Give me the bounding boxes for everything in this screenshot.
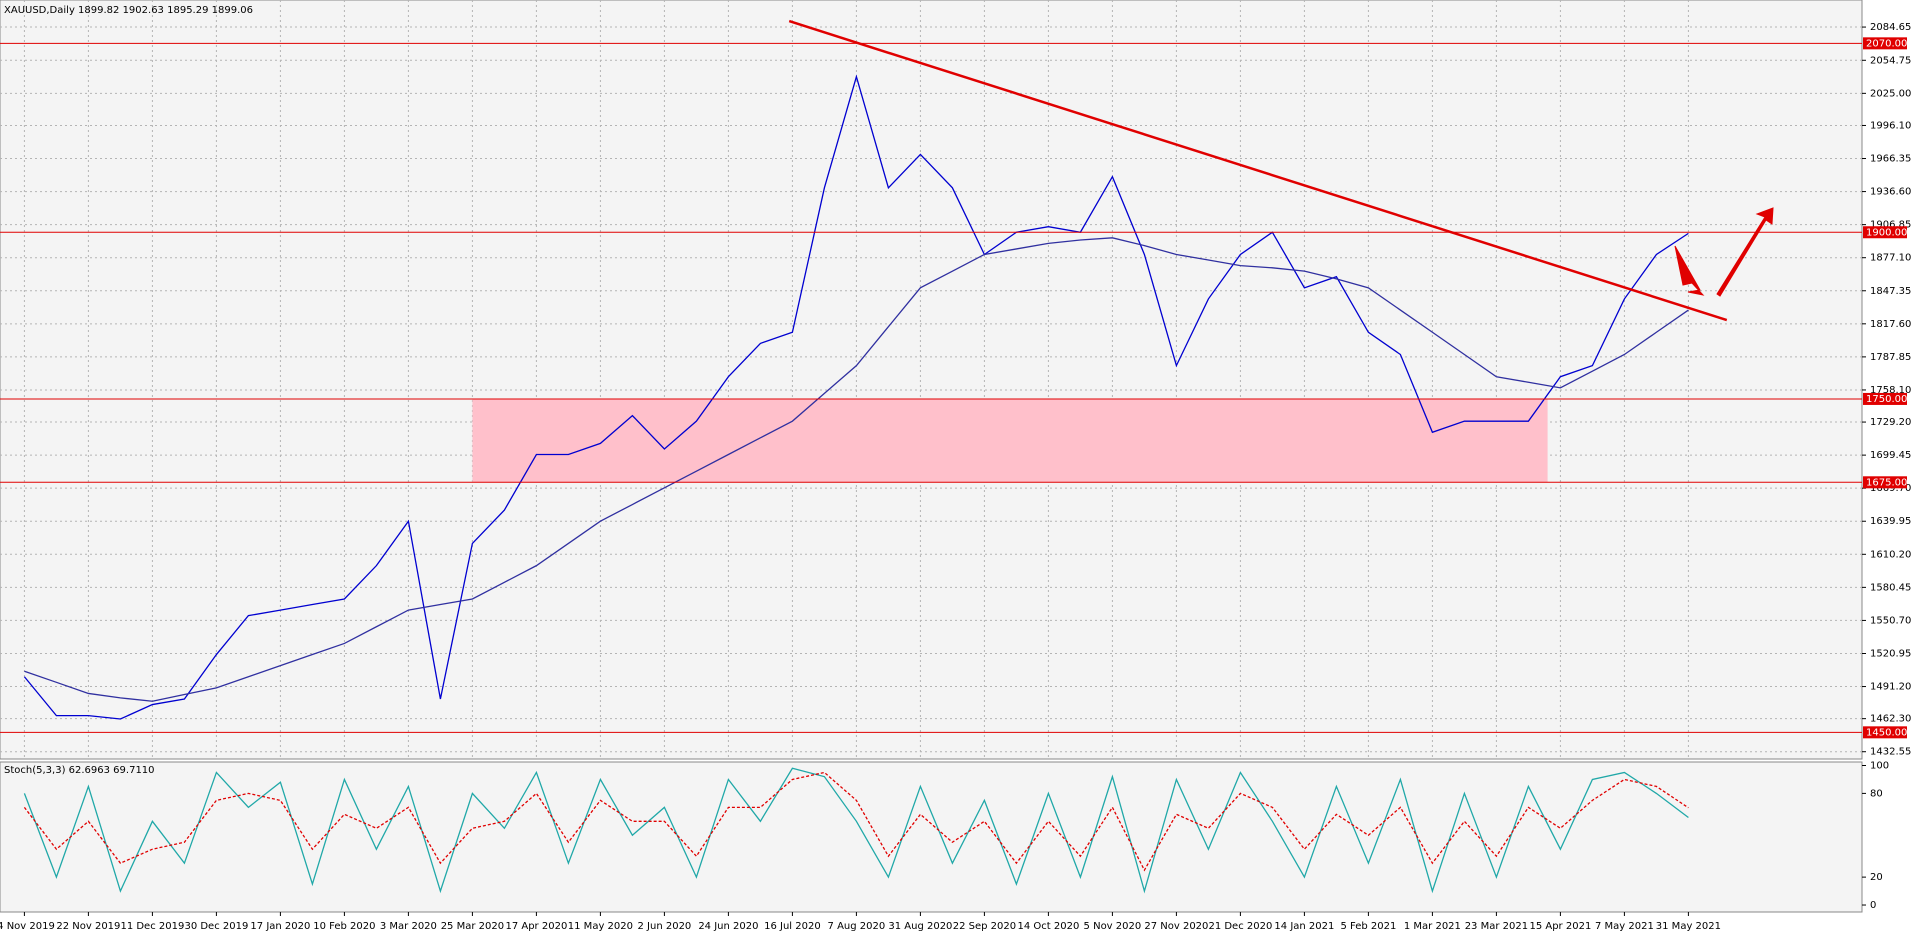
y-tick-label: 0 xyxy=(1870,900,1876,911)
y-tick-label: 2025.00 xyxy=(1870,88,1911,99)
series-line xyxy=(23,74,1689,720)
y-tick-label: 100 xyxy=(1870,760,1889,771)
x-tick-label: 1 Mar 2021 xyxy=(1404,921,1461,932)
y-tick-label: 1491.20 xyxy=(1870,682,1911,693)
level-tag xyxy=(1863,226,1907,239)
y-tick-label: 1906.85 xyxy=(1870,220,1911,231)
x-tick-label: 31 May 2021 xyxy=(1656,921,1721,932)
y-tick-label: 1520.95 xyxy=(1870,648,1911,659)
x-tick-label: 15 Apr 2021 xyxy=(1529,921,1591,932)
y-tick-label: 1758.10 xyxy=(1870,385,1911,396)
level-label: 1750.00 xyxy=(1866,394,1907,405)
x-tick-label: 27 Nov 2020 xyxy=(1144,921,1208,932)
y-tick-label: 1669.70 xyxy=(1870,483,1911,494)
x-tick-label: 11 May 2020 xyxy=(568,921,633,932)
x-tick-label: 16 Jul 2020 xyxy=(764,921,821,932)
level-label: 1675.00 xyxy=(1866,477,1907,488)
x-tick-label: 17 Apr 2020 xyxy=(505,921,567,932)
x-tick-label: 14 Oct 2020 xyxy=(1017,921,1079,932)
stoch-title: Stoch(5,3,3) 62.6963 69.7110 xyxy=(4,765,155,776)
zone xyxy=(472,398,1548,483)
x-tick-label: 14 Jan 2021 xyxy=(1274,921,1334,932)
x-tick-label: 25 Mar 2020 xyxy=(441,921,504,932)
y-tick-label: 1639.95 xyxy=(1870,516,1911,527)
x-tick-label: 24 Jun 2020 xyxy=(698,921,758,932)
y-tick-label: 1610.20 xyxy=(1870,549,1911,560)
y-tick-label: 1996.10 xyxy=(1870,120,1911,131)
y-tick-label: 1580.45 xyxy=(1870,582,1911,593)
level-label: 1900.00 xyxy=(1866,227,1907,238)
y-tick-label: 1966.35 xyxy=(1870,154,1911,165)
y-tick-label: 20 xyxy=(1870,872,1883,883)
level-tag xyxy=(1863,37,1907,50)
x-tick-label: 17 Jan 2020 xyxy=(250,921,310,932)
up-arrow xyxy=(1716,207,1774,297)
x-tick-label: 22 Sep 2020 xyxy=(953,921,1016,932)
y-tick-label: 1699.45 xyxy=(1870,450,1911,461)
level-tag xyxy=(1863,726,1907,739)
y-tick-label: 1432.55 xyxy=(1870,747,1911,758)
y-tick-label: 1729.20 xyxy=(1870,417,1911,428)
x-tick-label: 2 Jun 2020 xyxy=(638,921,692,932)
x-tick-label: 7 May 2021 xyxy=(1595,921,1654,932)
x-tick-label: 30 Dec 2019 xyxy=(184,921,248,932)
y-tick-label: 1847.35 xyxy=(1870,286,1911,297)
stoch-panel xyxy=(0,761,1863,913)
y-tick-label: 1787.85 xyxy=(1870,352,1911,363)
x-tick-label: 11 Dec 2019 xyxy=(120,921,184,932)
series-line xyxy=(24,237,1689,702)
chart-title: XAUUSD,Daily 1899.82 1902.63 1895.29 189… xyxy=(4,5,253,16)
x-tick-label: 10 Feb 2020 xyxy=(313,921,375,932)
y-tick-label: 2084.65 xyxy=(1870,22,1911,33)
x-tick-label: 23 Mar 2021 xyxy=(1465,921,1528,932)
x-tick-label: 5 Nov 2020 xyxy=(1084,921,1142,932)
trendline xyxy=(788,19,1728,322)
y-tick-label: 80 xyxy=(1870,788,1883,799)
y-tick-label: 1462.30 xyxy=(1870,714,1911,725)
level-label: 1450.00 xyxy=(1866,727,1907,738)
main-panel xyxy=(0,0,1863,760)
y-tick-label: 1936.60 xyxy=(1870,187,1911,198)
x-tick-label: 3 Mar 2020 xyxy=(380,921,437,932)
level-tag xyxy=(1863,476,1907,489)
x-tick-label: 21 Dec 2020 xyxy=(1208,921,1272,932)
x-tick-label: 31 Aug 2020 xyxy=(888,921,952,932)
series-line xyxy=(23,771,1689,872)
level-tag xyxy=(1863,392,1907,405)
x-tick-label: 5 Feb 2021 xyxy=(1340,921,1396,932)
y-tick-label: 2054.75 xyxy=(1870,55,1911,66)
series-line xyxy=(23,767,1689,894)
y-tick-label: 1817.60 xyxy=(1870,319,1911,330)
y-tick-label: 1550.70 xyxy=(1870,615,1911,626)
down-arrow xyxy=(1674,245,1705,296)
x-tick-label: 22 Nov 2019 xyxy=(56,921,120,932)
y-tick-label: 1877.10 xyxy=(1870,253,1911,264)
x-tick-label: 7 Aug 2020 xyxy=(828,921,886,932)
level-label: 2070.00 xyxy=(1866,38,1907,49)
x-tick-label: 4 Nov 2019 xyxy=(0,921,55,932)
